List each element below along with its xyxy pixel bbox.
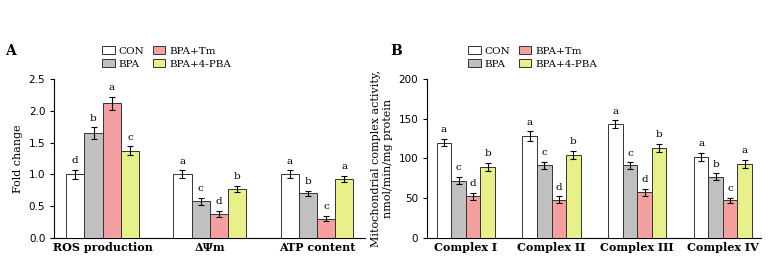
- Bar: [652, 148, 667, 238]
- Text: d: d: [72, 156, 78, 165]
- Text: A: A: [5, 44, 16, 58]
- Text: B: B: [391, 44, 402, 58]
- Bar: [121, 151, 139, 238]
- Text: c: c: [727, 184, 733, 193]
- Bar: [622, 165, 637, 238]
- Text: c: c: [323, 202, 329, 211]
- Text: a: a: [742, 146, 747, 155]
- Bar: [723, 200, 737, 238]
- Bar: [298, 193, 317, 238]
- Bar: [173, 174, 192, 238]
- Bar: [522, 136, 537, 238]
- Bar: [694, 157, 709, 238]
- Text: a: a: [179, 157, 186, 166]
- Text: d: d: [556, 183, 563, 192]
- Legend: CON, BPA, BPA+Tm, BPA+4-PBA: CON, BPA, BPA+Tm, BPA+4-PBA: [100, 44, 233, 71]
- Legend: CON, BPA, BPA+Tm, BPA+4-PBA: CON, BPA, BPA+Tm, BPA+4-PBA: [466, 44, 599, 71]
- Text: b: b: [234, 172, 241, 181]
- Bar: [103, 103, 121, 238]
- Bar: [537, 165, 552, 238]
- Text: d: d: [215, 197, 222, 206]
- Text: b: b: [305, 177, 312, 186]
- Bar: [317, 218, 335, 238]
- Bar: [280, 174, 298, 238]
- Bar: [637, 192, 652, 238]
- Text: a: a: [441, 125, 447, 134]
- Bar: [335, 179, 354, 238]
- Bar: [85, 133, 103, 238]
- Text: a: a: [287, 157, 293, 166]
- Bar: [210, 214, 228, 238]
- Bar: [192, 201, 210, 238]
- Bar: [566, 155, 580, 238]
- Text: a: a: [341, 162, 347, 171]
- Bar: [66, 174, 85, 238]
- Bar: [228, 189, 246, 238]
- Text: a: a: [109, 83, 115, 92]
- Text: b: b: [570, 138, 577, 146]
- Bar: [608, 124, 622, 238]
- Bar: [552, 200, 566, 238]
- Text: c: c: [198, 185, 204, 194]
- Text: a: a: [698, 139, 704, 148]
- Text: a: a: [527, 118, 533, 127]
- Text: c: c: [456, 163, 462, 172]
- Y-axis label: Fold change: Fold change: [13, 124, 23, 193]
- Text: c: c: [627, 149, 632, 158]
- Text: b: b: [656, 130, 663, 139]
- Y-axis label: Mitochondrial complex activity,
nmol/min/mg protein: Mitochondrial complex activity, nmol/min…: [371, 70, 393, 247]
- Bar: [737, 164, 752, 238]
- Text: d: d: [470, 179, 476, 188]
- Text: c: c: [542, 148, 547, 157]
- Text: d: d: [641, 176, 648, 185]
- Bar: [466, 196, 480, 238]
- Bar: [709, 177, 723, 238]
- Text: c: c: [127, 133, 133, 142]
- Text: b: b: [484, 149, 491, 158]
- Bar: [480, 167, 495, 238]
- Text: b: b: [713, 160, 719, 169]
- Bar: [437, 143, 451, 238]
- Bar: [451, 180, 466, 238]
- Text: a: a: [612, 106, 618, 115]
- Text: b: b: [90, 114, 97, 123]
